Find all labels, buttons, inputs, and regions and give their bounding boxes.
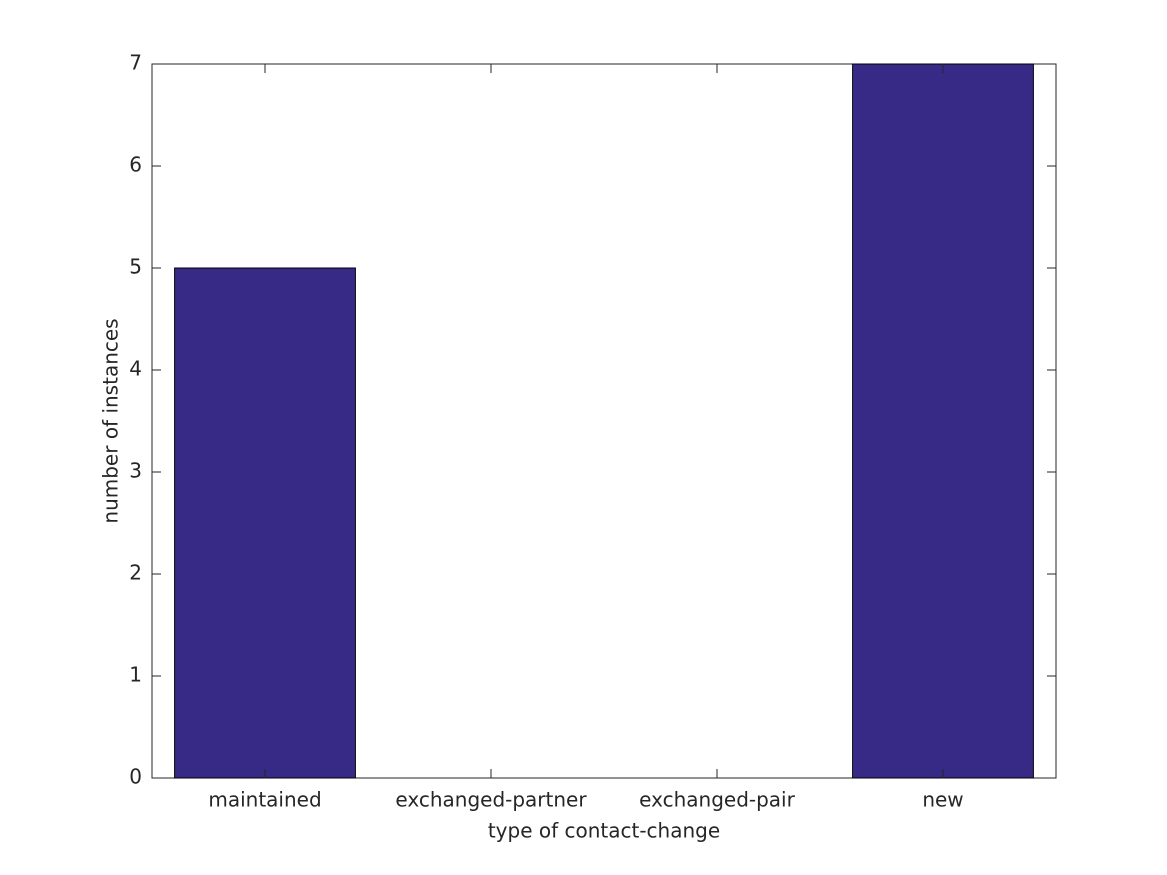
- bar: [174, 267, 356, 779]
- bar: [852, 63, 1034, 779]
- y-tick-label: 7: [129, 51, 142, 75]
- x-tick-label: exchanged-partner: [395, 788, 587, 812]
- y-tick-label: 2: [129, 561, 142, 585]
- x-tick-label: exchanged-pair: [639, 788, 795, 812]
- y-tick-label: 5: [129, 255, 142, 279]
- y-tick-label: 0: [129, 765, 142, 789]
- y-tick-label: 3: [129, 459, 142, 483]
- y-tick-label: 4: [129, 357, 142, 381]
- x-tick-label: new: [922, 788, 963, 812]
- y-axis-label: number of instances: [99, 318, 123, 523]
- y-tick-label: 6: [129, 153, 142, 177]
- y-tick-label: 1: [129, 663, 142, 687]
- x-axis-label: type of contact-change: [488, 819, 720, 843]
- x-tick-label: maintained: [208, 788, 321, 812]
